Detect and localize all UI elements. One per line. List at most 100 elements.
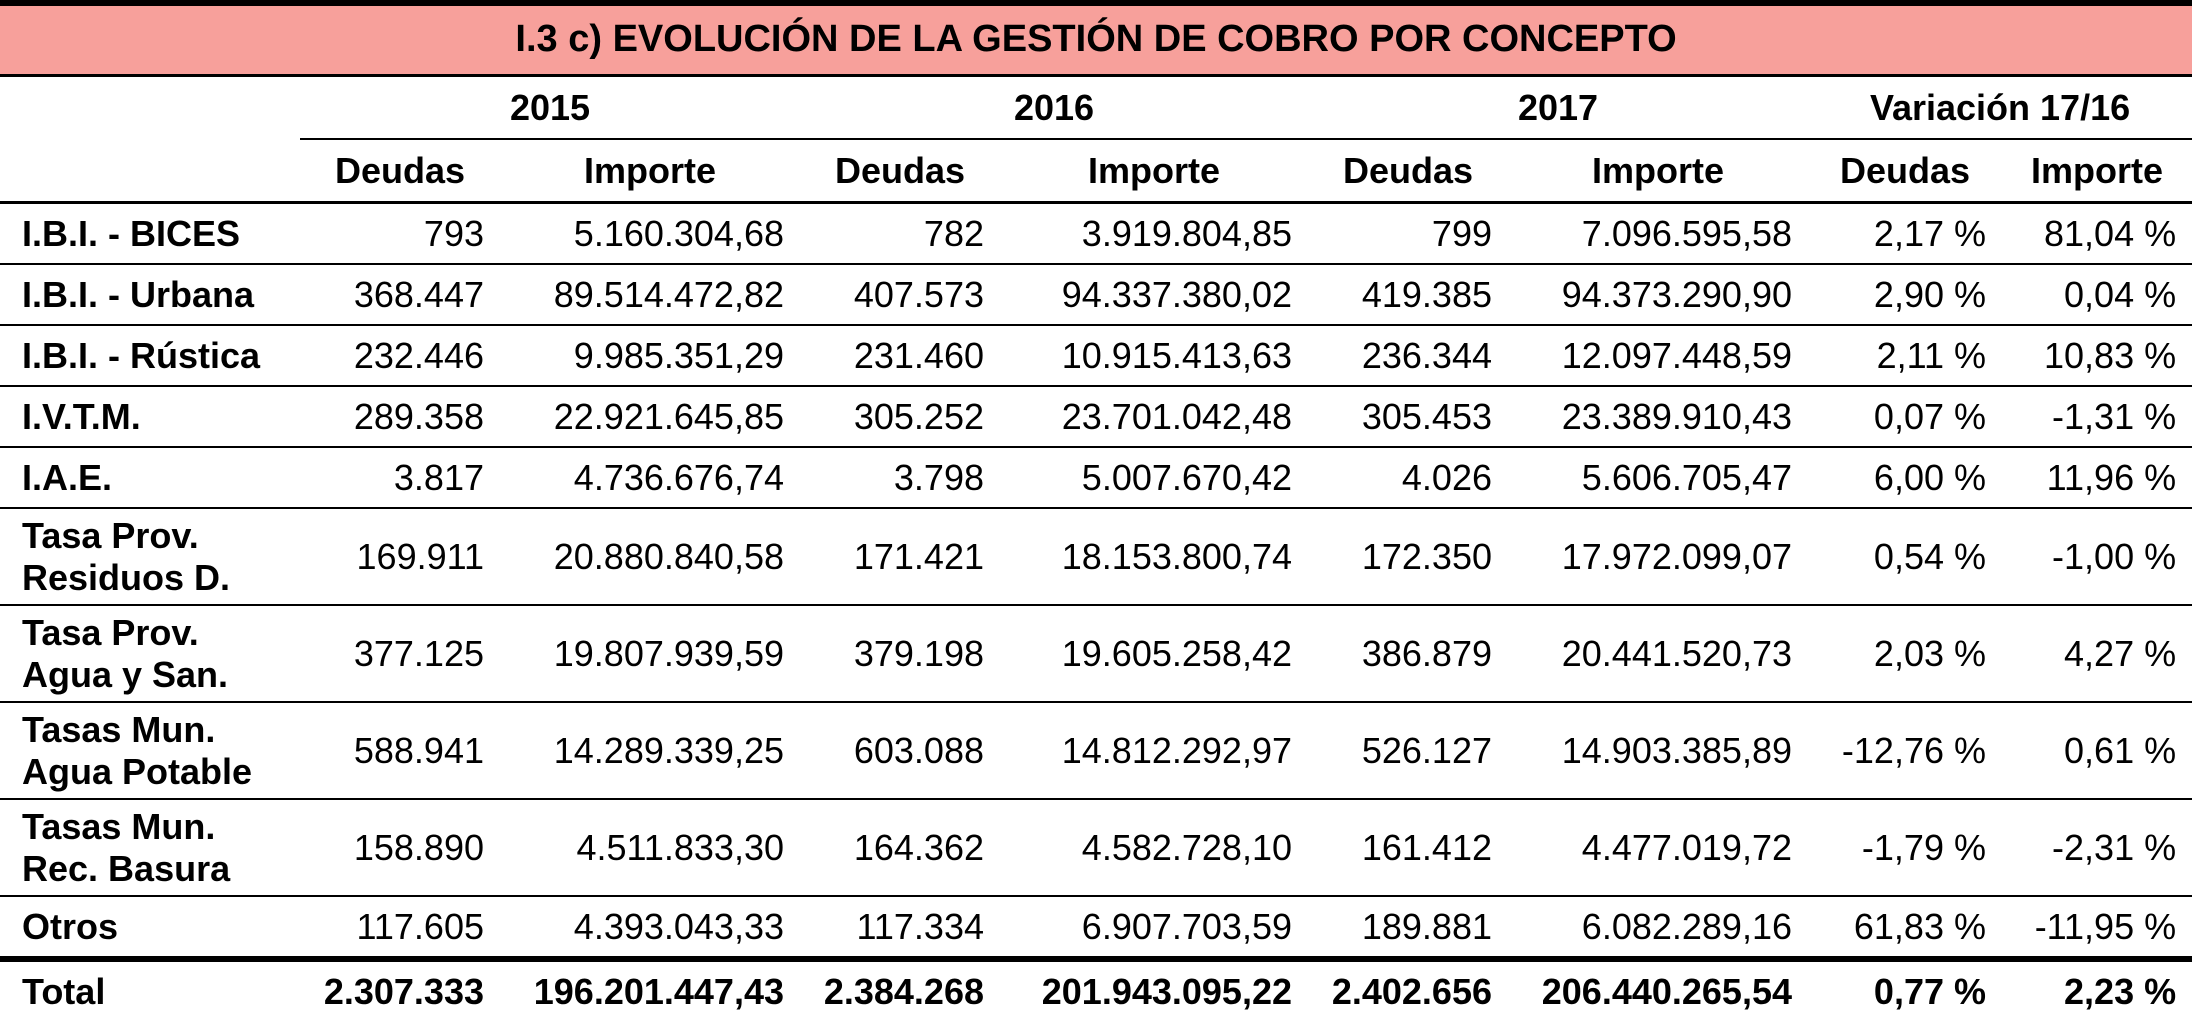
cell-deudas-2017: 172.350: [1308, 508, 1508, 606]
row-label-line-1: I.B.I. - Rústica: [22, 334, 261, 376]
cell-deudas-2017: 386.879: [1308, 605, 1508, 703]
year-header-2017: 2017: [1308, 75, 1808, 140]
subheader-deudas-2015: Deudas: [300, 139, 500, 204]
total-importe-variation: 2,23 %: [2064, 971, 2177, 1013]
row-label: Tasas Mun. Agua Potable: [0, 702, 300, 800]
variation-header: Variación 17/16: [1808, 75, 2192, 140]
cell-deudas-variation: -12,76 %: [1808, 702, 2002, 800]
table-row: I.B.I. - Rústica 232.446 9.985.351,29 23…: [0, 325, 2192, 387]
cell-importe-2015: 19.807.939,59: [500, 605, 800, 703]
cell-importe-variation: 10,83 %: [2002, 325, 2192, 387]
cell-deudas-2017: 236.344: [1308, 325, 1508, 387]
cell-deudas-2015: 232.446: [300, 325, 500, 387]
label-column-header: [0, 76, 300, 140]
cell-deudas-variation: 2,03 %: [1808, 605, 2002, 703]
row-label-line-1: Tasa Prov.: [22, 515, 199, 557]
cell-importe-2016: 6.907.703,59: [1000, 896, 1308, 962]
cell-deudas-variation: -1,79 %: [1808, 799, 2002, 897]
cell-importe-2016: 18.153.800,74: [1000, 508, 1308, 606]
cell-importe-2016: 3.919.804,85: [1000, 202, 1308, 265]
row-label-line-1: Tasas Mun.: [22, 709, 216, 751]
cell-deudas-2016: 305.252: [800, 386, 1000, 448]
subheader-importe-2015: Importe: [500, 139, 800, 204]
table-row: Tasas Mun. Agua Potable 588.941 14.289.33…: [0, 702, 2192, 800]
cell-deudas-2015: 793: [300, 202, 500, 265]
subheader-deudas-variation: Deudas: [1808, 139, 2002, 204]
row-label-line-1: I.B.I. - Urbana: [22, 273, 255, 315]
cell-deudas-2016: 117.334: [800, 896, 1000, 962]
cell-deudas-2015: 117.605: [300, 896, 500, 962]
cell-deudas-2015: 588.941: [300, 702, 500, 800]
cell-importe-2017: 23.389.910,43: [1508, 386, 1808, 448]
total-row: Total 2.307.333 196.201.447,43 2.384.268…: [0, 959, 2192, 1022]
row-label-line-2: Residuos D.: [22, 556, 231, 598]
row-label-line-1: Otros: [22, 905, 119, 947]
cell-deudas-variation: 6,00 %: [1808, 447, 2002, 509]
cell-deudas-2017: 4.026: [1308, 447, 1508, 509]
year-header-2016: 2016: [800, 75, 1308, 140]
cell-deudas-2016: 171.421: [800, 508, 1000, 606]
row-label-line-1: I.V.T.M.: [22, 395, 141, 437]
row-label-line-1: Tasa Prov.: [22, 612, 199, 654]
row-label: Tasa Prov. Agua y San.: [0, 605, 300, 703]
row-label: Tasas Mun. Rec. Basura: [0, 799, 300, 897]
cell-deudas-2016: 3.798: [800, 447, 1000, 509]
cell-deudas-2017: 161.412: [1308, 799, 1508, 897]
cell-deudas-2016: 164.362: [800, 799, 1000, 897]
row-label: Otros: [0, 896, 300, 962]
cell-deudas-variation: 2,90 %: [1808, 264, 2002, 326]
total-label: Total: [22, 971, 106, 1013]
row-label-line-1: I.A.E.: [22, 456, 113, 498]
cell-importe-2017: 17.972.099,07: [1508, 508, 1808, 606]
row-label: I.B.I. - Rústica: [0, 325, 300, 387]
table-row: Tasa Prov. Agua y San. 377.125 19.807.939…: [0, 605, 2192, 703]
table-row: I.A.E. 3.817 4.736.676,74 3.798 5.007.67…: [0, 447, 2192, 509]
cell-importe-2017: 5.606.705,47: [1508, 447, 1808, 509]
cell-deudas-2016: 407.573: [800, 264, 1000, 326]
cell-deudas-variation: 0,54 %: [1808, 508, 2002, 606]
cell-importe-2015: 4.393.043,33: [500, 896, 800, 962]
cell-deudas-2015: 158.890: [300, 799, 500, 897]
cell-importe-variation: 4,27 %: [2002, 605, 2192, 703]
subheader-importe-2017: Importe: [1508, 139, 1808, 204]
cell-importe-2017: 20.441.520,73: [1508, 605, 1808, 703]
cell-deudas-variation: 61,83 %: [1808, 896, 2002, 962]
cell-importe-2015: 4.511.833,30: [500, 799, 800, 897]
subheader-importe-2016: Importe: [1000, 139, 1308, 204]
cell-deudas-2015: 169.911: [300, 508, 500, 606]
cell-importe-2015: 22.921.645,85: [500, 386, 800, 448]
cell-deudas-2016: 782: [800, 202, 1000, 265]
cell-deudas-2017: 305.453: [1308, 386, 1508, 448]
subheader-deudas-2016: Deudas: [800, 139, 1000, 204]
cell-importe-2015: 9.985.351,29: [500, 325, 800, 387]
cell-deudas-2017: 526.127: [1308, 702, 1508, 800]
cell-importe-2017: 12.097.448,59: [1508, 325, 1808, 387]
cell-importe-2017: 7.096.595,58: [1508, 202, 1808, 265]
row-label-line-1: I.B.I. - BICES: [22, 212, 241, 254]
cell-importe-2016: 23.701.042,48: [1000, 386, 1308, 448]
row-label: I.V.T.M.: [0, 386, 300, 448]
row-label: I.A.E.: [0, 447, 300, 509]
cell-importe-2016: 19.605.258,42: [1000, 605, 1308, 703]
cell-importe-2015: 5.160.304,68: [500, 202, 800, 265]
cell-importe-2017: 6.082.289,16: [1508, 896, 1808, 962]
cell-importe-2015: 4.736.676,74: [500, 447, 800, 509]
cell-importe-2016: 5.007.670,42: [1000, 447, 1308, 509]
year-header-2015: 2015: [300, 75, 800, 140]
table-row: I.V.T.M. 289.358 22.921.645,85 305.252 2…: [0, 386, 2192, 448]
cell-importe-2015: 89.514.472,82: [500, 264, 800, 326]
subheader-row: Deudas Importe Deudas Importe Deudas Imp…: [0, 139, 2192, 204]
cell-importe-2015: 20.880.840,58: [500, 508, 800, 606]
cell-deudas-variation: 2,11 %: [1808, 325, 2002, 387]
cell-deudas-2017: 419.385: [1308, 264, 1508, 326]
cell-importe-2017: 94.373.290,90: [1508, 264, 1808, 326]
cell-importe-2016: 94.337.380,02: [1000, 264, 1308, 326]
total-deudas-2017: 2.402.656: [1331, 971, 1492, 1013]
table-row: I.B.I. - BICES 793 5.160.304,68 782 3.91…: [0, 202, 2192, 265]
total-importe-2016: 201.943.095,22: [1041, 971, 1292, 1013]
total-importe-2017: 206.440.265,54: [1541, 971, 1792, 1013]
cell-deudas-2017: 799: [1308, 202, 1508, 265]
cell-importe-variation: -1,00 %: [2002, 508, 2192, 606]
cell-importe-2016: 4.582.728,10: [1000, 799, 1308, 897]
